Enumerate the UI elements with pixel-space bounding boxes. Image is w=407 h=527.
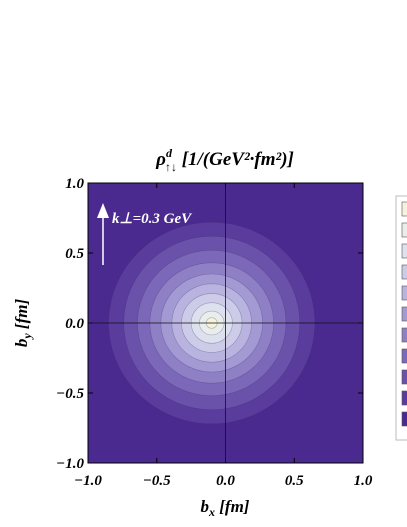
- annotation: k⊥=0.3 GeV: [112, 211, 193, 227]
- legend-swatch: [401, 411, 407, 427]
- y-label-rest: [fm]: [12, 299, 31, 334]
- x-label-subscript: x: [208, 505, 215, 519]
- x-tick-label: −1.0: [74, 473, 102, 489]
- x-axis-label: bx [fm]: [201, 497, 250, 519]
- y-label-subscript: y: [20, 333, 34, 341]
- title-subscript: ↑↓: [165, 160, 177, 174]
- x-tick-label: 1.0: [354, 473, 373, 489]
- title-rest: [1/(GeV²·fm²)]: [177, 149, 294, 170]
- legend-swatch: [401, 327, 407, 343]
- y-tick-label: −0.5: [56, 386, 84, 402]
- legend-swatch: [401, 285, 407, 301]
- x-label-rest: [fm]: [215, 497, 250, 516]
- title-superscript: d: [166, 146, 173, 160]
- y-tick-label: 0.5: [65, 246, 84, 262]
- chart-title: ρd ↑↓ [1/(GeV²·fm²)]: [155, 146, 294, 174]
- y-tick-label: −1.0: [56, 456, 84, 472]
- legend-box: [395, 195, 407, 441]
- title-symbol: ρ: [155, 149, 166, 170]
- annotation-arrowhead: [97, 203, 109, 218]
- x-tick-label: 0.5: [285, 473, 304, 489]
- y-axis-label: by [fm]: [12, 299, 34, 348]
- legend-swatch: [401, 222, 407, 238]
- legend-swatch: [401, 369, 407, 385]
- x-label-symbol: b: [201, 497, 210, 516]
- legend-swatch: [401, 264, 407, 280]
- legend-swatch: [401, 306, 407, 322]
- plot-frame: [87, 182, 364, 464]
- legend-swatch: [401, 201, 407, 217]
- y-tick-label: 0.0: [65, 316, 84, 332]
- legend-swatch: [401, 348, 407, 364]
- legend-swatch: [401, 243, 407, 259]
- y-tick-label: 1.0: [65, 176, 84, 192]
- y-label-symbol: b: [12, 339, 31, 348]
- x-tick-label: −0.5: [143, 473, 171, 489]
- x-tick-label: 0.0: [216, 473, 235, 489]
- legend-swatch: [401, 390, 407, 406]
